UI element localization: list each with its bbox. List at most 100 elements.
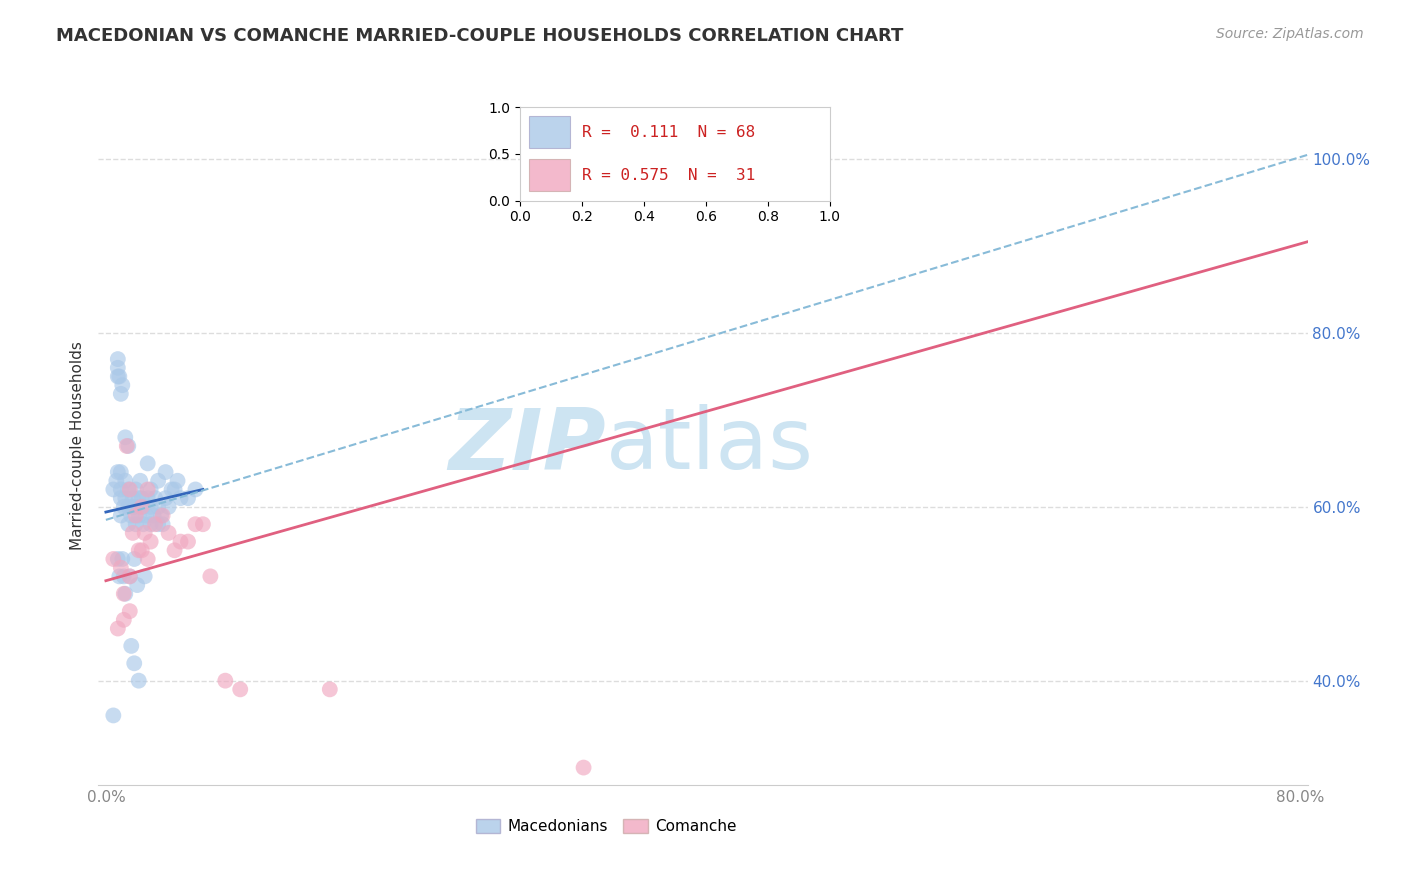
- Point: [128, 491, 150, 505]
- Point: [160, 483, 183, 497]
- Point: [107, 369, 129, 384]
- Bar: [530, 160, 569, 191]
- Point: [107, 360, 129, 375]
- Point: [136, 483, 159, 497]
- Point: [143, 491, 166, 505]
- Point: [136, 491, 159, 505]
- Point: [121, 491, 143, 505]
- Text: MACEDONIAN VS COMANCHE MARRIED-COUPLE HOUSEHOLDS CORRELATION CHART: MACEDONIAN VS COMANCHE MARRIED-COUPLE HO…: [56, 27, 904, 45]
- Point: [191, 517, 214, 532]
- Point: [108, 369, 131, 384]
- Point: [114, 587, 136, 601]
- Point: [214, 673, 236, 688]
- Point: [169, 534, 191, 549]
- Point: [118, 569, 141, 583]
- Point: [132, 500, 155, 514]
- Point: [157, 525, 180, 540]
- Point: [117, 517, 139, 532]
- Point: [139, 483, 162, 497]
- Text: ZIP: ZIP: [449, 404, 606, 488]
- Point: [177, 491, 200, 505]
- Point: [166, 474, 188, 488]
- Point: [122, 657, 145, 671]
- Point: [112, 587, 135, 601]
- Point: [139, 517, 162, 532]
- Point: [146, 500, 169, 514]
- Point: [163, 483, 186, 497]
- Point: [128, 543, 150, 558]
- Point: [157, 500, 180, 514]
- Point: [131, 491, 153, 505]
- Point: [152, 508, 174, 523]
- Point: [110, 508, 132, 523]
- Point: [139, 500, 162, 514]
- Point: [121, 500, 143, 514]
- Point: [114, 430, 136, 444]
- Point: [134, 525, 156, 540]
- Legend: Macedonians, Comanche: Macedonians, Comanche: [468, 811, 745, 842]
- Text: atlas: atlas: [606, 404, 814, 488]
- Point: [115, 439, 138, 453]
- Point: [114, 491, 136, 505]
- Point: [150, 508, 173, 523]
- Point: [120, 508, 142, 523]
- Text: R = 0.575  N =  31: R = 0.575 N = 31: [582, 168, 755, 183]
- Point: [139, 534, 162, 549]
- Point: [117, 439, 139, 453]
- Point: [572, 761, 595, 775]
- Y-axis label: Married-couple Households: Married-couple Households: [69, 342, 84, 550]
- Point: [107, 552, 129, 566]
- Point: [103, 483, 125, 497]
- Point: [131, 543, 153, 558]
- Point: [125, 508, 148, 523]
- Point: [136, 552, 159, 566]
- Point: [184, 483, 207, 497]
- Point: [125, 517, 148, 532]
- Point: [152, 517, 174, 532]
- Point: [169, 491, 191, 505]
- Point: [118, 569, 141, 583]
- Point: [107, 622, 129, 636]
- Point: [118, 483, 141, 497]
- Point: [184, 517, 207, 532]
- Point: [127, 578, 149, 592]
- Point: [110, 387, 132, 401]
- Point: [128, 508, 150, 523]
- Point: [112, 613, 135, 627]
- Point: [117, 483, 139, 497]
- Point: [129, 474, 152, 488]
- Point: [103, 552, 125, 566]
- Point: [134, 569, 156, 583]
- Point: [131, 500, 153, 514]
- Point: [120, 639, 142, 653]
- Point: [107, 352, 129, 367]
- Point: [143, 517, 166, 532]
- Point: [111, 552, 134, 566]
- Point: [146, 517, 169, 532]
- Point: [112, 500, 135, 514]
- Point: [177, 534, 200, 549]
- Point: [122, 552, 145, 566]
- Point: [229, 682, 252, 697]
- Point: [125, 483, 148, 497]
- Point: [110, 560, 132, 574]
- Point: [110, 491, 132, 505]
- Point: [132, 517, 155, 532]
- Point: [112, 569, 135, 583]
- Point: [135, 508, 157, 523]
- Point: [107, 465, 129, 479]
- Point: [319, 682, 342, 697]
- Point: [103, 708, 125, 723]
- Point: [117, 500, 139, 514]
- Point: [163, 543, 186, 558]
- Point: [110, 465, 132, 479]
- Point: [111, 378, 134, 392]
- Point: [155, 465, 177, 479]
- Point: [142, 508, 165, 523]
- Point: [128, 673, 150, 688]
- Point: [155, 491, 177, 505]
- Point: [110, 483, 132, 497]
- Text: R =  0.111  N = 68: R = 0.111 N = 68: [582, 125, 755, 140]
- Point: [136, 456, 159, 470]
- Point: [125, 500, 148, 514]
